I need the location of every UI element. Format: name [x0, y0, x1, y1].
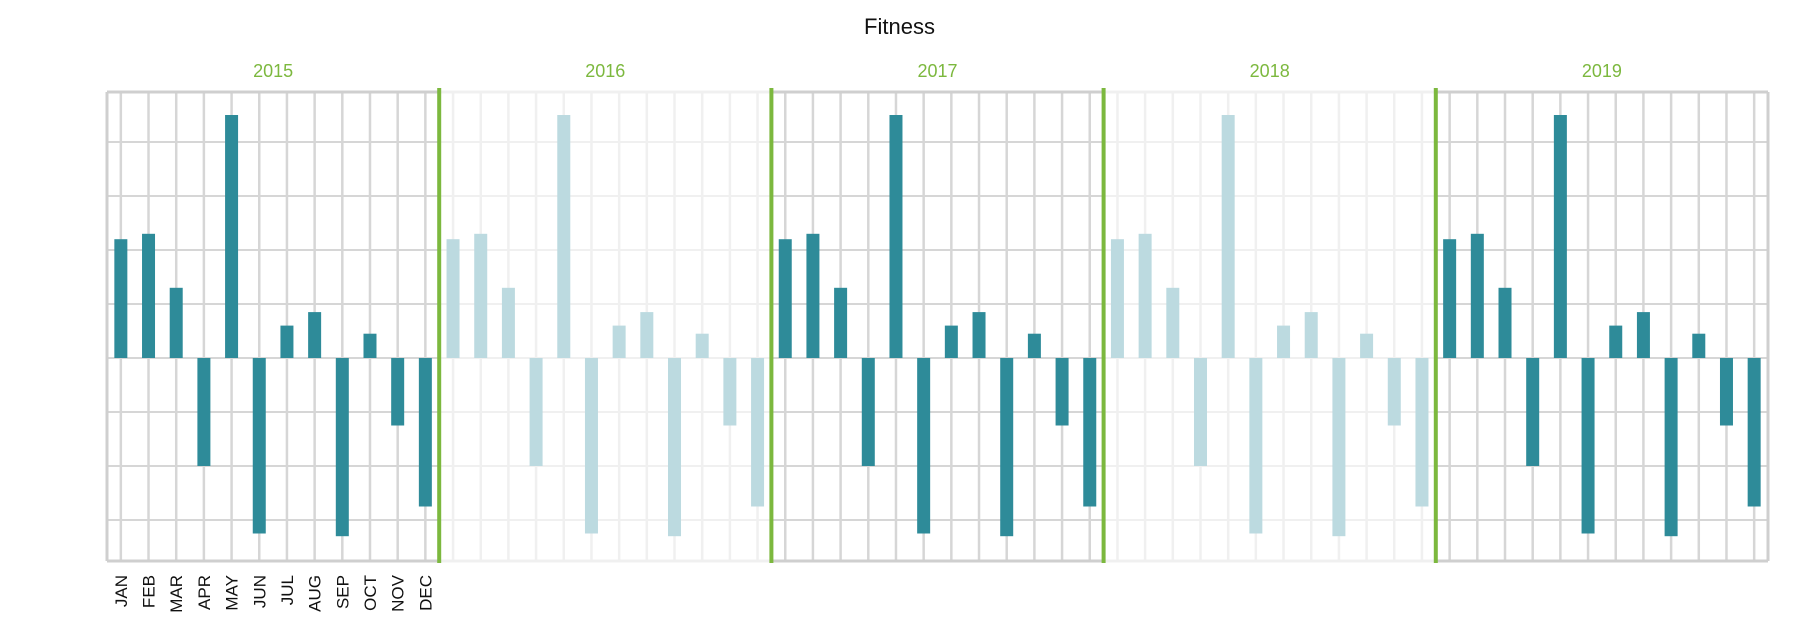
- bar-2019-feb: [1470, 233, 1484, 358]
- bars: [114, 115, 1761, 537]
- bar-2017-oct: [1027, 333, 1041, 358]
- bar-2018-may: [1221, 115, 1235, 358]
- bar-2019-sep: [1664, 358, 1678, 537]
- panel-2015: [107, 92, 440, 561]
- month-tick-label-oct: OCT: [361, 575, 380, 611]
- grid-lines: [105, 90, 1770, 563]
- month-tick-label-jun: JUN: [250, 575, 269, 608]
- bar-2017-dec: [1083, 358, 1097, 507]
- month-tick-label-sep: SEP: [333, 575, 352, 609]
- bar-2018-jul: [1277, 325, 1291, 358]
- bar-2019-oct: [1692, 333, 1706, 358]
- bar-2016-feb: [474, 233, 488, 358]
- bar-2019-apr: [1526, 358, 1540, 466]
- month-tick-label-mar: MAR: [167, 575, 186, 613]
- bar-2017-feb: [806, 233, 820, 358]
- panel-2019: [1435, 92, 1768, 561]
- bar-2018-feb: [1138, 233, 1152, 358]
- bar-2016-jul: [612, 325, 626, 358]
- month-tick-label-dec: DEC: [416, 575, 435, 611]
- bar-2016-mar: [501, 287, 515, 358]
- bar-2019-may: [1553, 115, 1567, 358]
- bar-2018-aug: [1304, 312, 1318, 358]
- month-tick-label-nov: NOV: [389, 574, 408, 612]
- bar-2018-mar: [1166, 287, 1180, 358]
- bar-2019-jun: [1581, 358, 1595, 534]
- bar-2016-nov: [723, 358, 737, 426]
- month-tick-label-aug: AUG: [306, 575, 325, 612]
- year-label-2017: 2017: [917, 61, 957, 81]
- bar-2018-nov: [1387, 358, 1401, 426]
- bar-2016-jan: [446, 239, 460, 358]
- bar-2016-jun: [584, 358, 598, 534]
- bar-2016-oct: [695, 333, 709, 358]
- bar-2017-mar: [834, 287, 848, 358]
- bar-2019-jan: [1443, 239, 1457, 358]
- year-separators: [437, 88, 1438, 563]
- bar-2019-nov: [1719, 358, 1733, 426]
- bar-2017-jan: [778, 239, 792, 358]
- bar-2018-oct: [1360, 333, 1374, 358]
- bar-2015-jun: [252, 358, 266, 534]
- bar-2015-jul: [280, 325, 294, 358]
- bar-2017-jul: [944, 325, 958, 358]
- bar-2018-dec: [1415, 358, 1429, 507]
- bar-2017-aug: [972, 312, 986, 358]
- bar-2017-may: [889, 115, 903, 358]
- bar-2019-dec: [1747, 358, 1761, 507]
- month-tick-label-jan: JAN: [112, 575, 131, 607]
- year-label-2018: 2018: [1250, 61, 1290, 81]
- year-label-2019: 2019: [1582, 61, 1622, 81]
- bar-2017-apr: [861, 358, 875, 466]
- bar-2019-aug: [1636, 312, 1650, 358]
- bar-2015-may: [225, 115, 239, 358]
- bar-2015-feb: [142, 233, 156, 358]
- bar-2017-nov: [1055, 358, 1069, 426]
- bar-2015-nov: [391, 358, 405, 426]
- bar-2015-aug: [308, 312, 322, 358]
- bar-2016-aug: [640, 312, 654, 358]
- bar-2016-apr: [529, 358, 543, 466]
- bar-2015-oct: [363, 333, 377, 358]
- month-tick-label-apr: APR: [195, 575, 214, 610]
- bar-2018-jun: [1249, 358, 1263, 534]
- bar-2018-apr: [1193, 358, 1207, 466]
- bar-2017-jun: [917, 358, 931, 534]
- bar-2018-sep: [1332, 358, 1346, 537]
- year-label-2015: 2015: [253, 61, 293, 81]
- panel-2016: [439, 92, 772, 561]
- bar-2015-apr: [197, 358, 211, 466]
- panel-2017: [771, 92, 1104, 561]
- month-tick-label-feb: FEB: [140, 575, 159, 608]
- panel-backgrounds: [107, 92, 1768, 561]
- bar-2016-sep: [668, 358, 682, 537]
- bar-2015-dec: [418, 358, 432, 507]
- panel-2018: [1103, 92, 1436, 561]
- chart-title: Fitness: [864, 14, 935, 39]
- bar-2016-dec: [751, 358, 765, 507]
- month-tick-label-jul: JUL: [278, 575, 297, 605]
- bar-2019-mar: [1498, 287, 1512, 358]
- bar-2015-mar: [169, 287, 183, 358]
- bar-2019-jul: [1609, 325, 1623, 358]
- bar-2016-may: [557, 115, 571, 358]
- bar-2015-sep: [335, 358, 349, 537]
- bar-2017-sep: [1000, 358, 1014, 537]
- year-label-2016: 2016: [585, 61, 625, 81]
- bar-2015-jan: [114, 239, 128, 358]
- month-tick-label-may: MAY: [223, 575, 242, 611]
- labels: 2015 2016 2017 2018 2019 JAN FEB MAR APR MAY JUN JU…: [112, 61, 1622, 613]
- bar-2018-jan: [1110, 239, 1124, 358]
